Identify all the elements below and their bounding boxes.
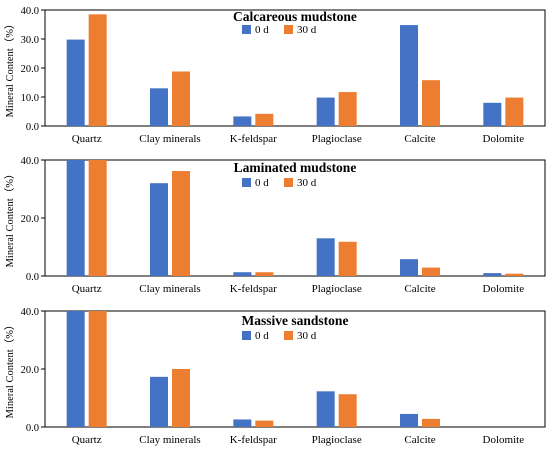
bar-0d-plagioclase (316, 238, 335, 276)
x-category-label: Clay minerals (139, 434, 200, 446)
x-category-label: K-feldspar (230, 133, 277, 145)
bar-30d-quartz (88, 160, 107, 276)
y-tick-label: 40.0 (21, 307, 39, 318)
x-category-label: Clay minerals (139, 283, 200, 295)
bar-0d-calcite (400, 413, 418, 427)
x-category-label: Plagioclase (312, 133, 362, 145)
legend-label: 30 d (297, 177, 317, 189)
bar-0d-k-feldspar (233, 116, 252, 126)
x-category-label: Dolomite (483, 434, 525, 446)
bar-30d-quartz (88, 14, 107, 127)
bar-30d-calcite (422, 80, 440, 126)
x-category-label: Plagioclase (312, 283, 362, 295)
bar-30d-k-feldspar (255, 420, 274, 427)
bar-0d-clay-minerals (150, 88, 168, 126)
legend-swatch-30d (284, 331, 293, 340)
legend-label: 0 d (255, 330, 269, 342)
plot-frame (44, 159, 546, 277)
legend-label: 30 d (297, 24, 317, 36)
y-axis-label: Mineral Content（%） (4, 320, 16, 419)
y-tick-label: 20.0 (21, 64, 39, 75)
bar-0d-plagioclase (316, 391, 335, 427)
bar-0d-clay-minerals (150, 376, 168, 427)
bar-30d-dolomite (505, 97, 524, 126)
x-category-label: Calcite (404, 434, 435, 446)
legend-label: 0 d (255, 177, 269, 189)
legend-label: 0 d (255, 24, 269, 36)
bar-30d-plagioclase (338, 92, 357, 126)
chart-title: Calcareous mudstone (233, 9, 357, 24)
y-tick-label: 40.0 (21, 6, 39, 17)
legend: 0 d 30 d (242, 177, 317, 189)
chart-title: Massive sandstone (242, 313, 349, 328)
y-tick-label: 20.0 (21, 214, 39, 225)
y-tick-label: 20.0 (21, 365, 39, 376)
bar-0d-quartz (66, 160, 85, 276)
bar-30d-dolomite (505, 273, 524, 276)
bar-0d-clay-minerals (150, 183, 168, 276)
bar-30d-calcite (422, 418, 440, 427)
bar-30d-plagioclase (338, 394, 357, 427)
x-category-label: K-feldspar (230, 434, 277, 446)
x-category-label: Quartz (72, 434, 102, 446)
y-tick-label: 40.0 (21, 156, 39, 167)
bar-30d-k-feldspar (255, 113, 274, 126)
plot-frame (44, 9, 546, 127)
x-category-label: Clay minerals (139, 133, 200, 145)
legend-swatch-30d (284, 178, 293, 187)
plot-frame (44, 310, 546, 428)
bar-30d-clay-minerals (172, 171, 190, 276)
y-axis-label: Mineral Content（%） (4, 19, 16, 118)
bar-0d-calcite (400, 259, 418, 276)
y-tick-label: 30.0 (21, 35, 39, 46)
bar-0d-k-feldspar (233, 419, 252, 427)
bar-30d-clay-minerals (172, 71, 190, 126)
bar-0d-calcite (400, 25, 418, 126)
x-category-label: Quartz (72, 283, 102, 295)
bar-0d-dolomite (483, 273, 502, 276)
x-category-label: K-feldspar (230, 283, 277, 295)
bar-0d-quartz (66, 39, 85, 126)
legend: 0 d 30 d (242, 24, 317, 36)
chart-title: Laminated mudstone (234, 160, 357, 175)
bar-30d-calcite (422, 267, 440, 276)
y-tick-label: 0.0 (26, 272, 39, 283)
y-axis-label: Mineral Content（%） (4, 169, 16, 268)
bar-30d-quartz (88, 311, 107, 427)
y-tick-label: 0.0 (26, 423, 39, 434)
y-tick-label: 10.0 (21, 93, 39, 104)
bar-0d-k-feldspar (233, 272, 252, 276)
x-category-label: Dolomite (483, 283, 525, 295)
x-category-label: Quartz (72, 133, 102, 145)
legend: 0 d 30 d (242, 330, 317, 342)
y-tick-label: 0.0 (26, 122, 39, 133)
legend-swatch-0d (242, 331, 251, 340)
x-category-label: Calcite (404, 133, 435, 145)
chart-panel-3: 0.0 20.0 40.0 Mineral Content（%） Quartz Clay … (4, 307, 546, 446)
legend-swatch-0d (242, 178, 251, 187)
bar-0d-plagioclase (316, 97, 335, 126)
legend-label: 30 d (297, 330, 317, 342)
bar-30d-plagioclase (338, 241, 357, 276)
x-category-label: Calcite (404, 283, 435, 295)
legend-swatch-0d (242, 25, 251, 34)
bar-30d-k-feldspar (255, 272, 274, 276)
x-category-label: Plagioclase (312, 434, 362, 446)
bar-30d-clay-minerals (172, 369, 190, 427)
chart-panel-1: 0.0 10.0 20.0 30.0 40.0 Mineral Content（%） Qua… (4, 6, 546, 145)
chart-panel-2: 0.0 20.0 40.0 Mineral Content（%） Quartz Clay … (4, 156, 546, 295)
legend-swatch-30d (284, 25, 293, 34)
x-category-label: Dolomite (483, 133, 525, 145)
bar-0d-quartz (66, 311, 85, 427)
bar-0d-dolomite (483, 102, 502, 126)
